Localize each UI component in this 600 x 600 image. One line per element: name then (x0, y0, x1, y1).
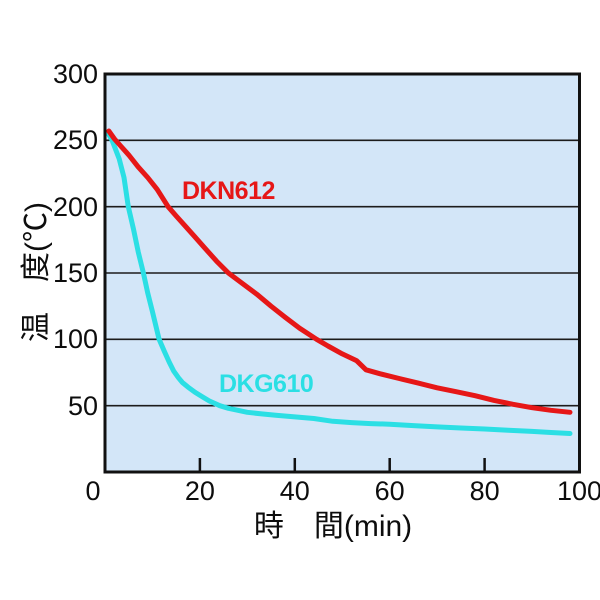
series-label-dkn612: DKN612 (182, 177, 275, 205)
x-tick-label-100: 100 (556, 476, 600, 506)
y-tick-label-100: 100 (52, 324, 98, 355)
y-tick-label-50: 50 (67, 390, 98, 421)
plot-border (103, 72, 581, 474)
y-tick-label-300: 300 (52, 59, 98, 89)
x-tick-label-0: 0 (85, 476, 101, 506)
y-axis-title: 温 度(℃) (20, 202, 53, 342)
x-axis-title: 時 間(min) (253, 510, 413, 543)
curve-dkg610 (105, 131, 573, 436)
y-tick-label-150: 150 (52, 258, 98, 288)
x-tick-label-40: 40 (279, 476, 310, 506)
series-label-dkg610: DKG610 (219, 370, 314, 398)
x-tick-label-60: 60 (374, 476, 405, 506)
y-tick-label-200: 200 (52, 191, 98, 222)
x-tick-label-20: 20 (184, 476, 215, 506)
x-tick-label-80: 80 (469, 476, 500, 506)
y-tick-label-250: 250 (52, 125, 98, 156)
curve-dkn612 (106, 128, 573, 415)
